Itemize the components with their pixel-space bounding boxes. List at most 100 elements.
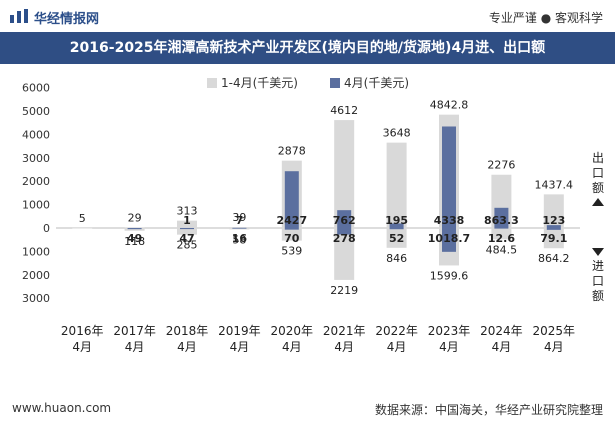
y-tick-label: 2000 bbox=[22, 269, 50, 282]
y-tick-label: 0 bbox=[43, 222, 50, 235]
import-month-bar bbox=[494, 228, 509, 229]
import-side-label-char: 额 bbox=[592, 289, 604, 303]
x-tick-label-line: 4月 bbox=[334, 340, 354, 354]
import-month-bar bbox=[546, 228, 561, 230]
export-ytd-label: 2276 bbox=[487, 159, 515, 172]
x-tick-label: 2023年 4月 bbox=[428, 324, 471, 354]
import-month-label: 52 bbox=[389, 232, 404, 245]
top-bar: 华经情报网 专业严谨 ● 客观科学 bbox=[0, 0, 615, 32]
import-month-bar bbox=[180, 228, 194, 230]
export-month-bar bbox=[337, 210, 352, 228]
brand-logo-icon bbox=[10, 9, 28, 23]
legend-label-ytd: 1-4月(千美元) bbox=[221, 76, 298, 90]
x-tick-label-line: 2017年 bbox=[113, 324, 156, 338]
import-ytd-bar bbox=[334, 228, 355, 280]
import-month-bar bbox=[442, 228, 456, 252]
x-tick-label: 2021年 4月 bbox=[323, 324, 366, 354]
y-tick-label: 4000 bbox=[22, 128, 50, 141]
export-month-label: 863.3 bbox=[484, 214, 519, 227]
legend-label-month: 4月(千美元) bbox=[344, 76, 409, 90]
y-tick-label: 3000 bbox=[22, 292, 50, 305]
export-month-label: 4338 bbox=[434, 214, 465, 227]
legend-swatch-month bbox=[330, 78, 340, 88]
export-month-bar bbox=[546, 225, 561, 228]
import-month-label: 16 bbox=[232, 232, 248, 245]
export-ytd-label: 1437.4 bbox=[535, 178, 574, 191]
export-ytd-label: 2878 bbox=[278, 145, 306, 158]
import-ytd-label: 285 bbox=[177, 239, 198, 252]
x-tick-label-line: 2019年 bbox=[218, 324, 261, 338]
import-month-bar bbox=[232, 228, 247, 229]
export-month-bar bbox=[389, 223, 404, 228]
x-tick-label-line: 4月 bbox=[230, 340, 250, 354]
footer: www.huaon.com 数据来源：中国海关，华经产业研究院整理 bbox=[0, 393, 615, 427]
import-ytd-label: 1599.6 bbox=[430, 269, 469, 282]
export-ytd-label: 5 bbox=[79, 212, 86, 225]
import-ytd-label: 2219 bbox=[330, 284, 358, 297]
bars bbox=[72, 114, 564, 280]
import-side-label-char: 口 bbox=[592, 274, 604, 288]
x-tick-label: 2022年 4月 bbox=[375, 324, 418, 354]
import-month-label: 79.1 bbox=[540, 232, 567, 245]
import-side-label-char: 进 bbox=[592, 259, 604, 273]
brand-name: 华经情报网 bbox=[34, 12, 100, 27]
export-month-label: 2427 bbox=[276, 214, 307, 227]
x-tick-label-line: 4月 bbox=[282, 340, 302, 354]
import-month-bar bbox=[389, 228, 404, 230]
import-ytd-bar bbox=[543, 228, 564, 249]
export-month-label: 762 bbox=[333, 214, 356, 227]
y-axis: 6000 5000 4000 3000 2000 1000 0 1000 2000 3000 bbox=[22, 82, 580, 305]
export-side-label: 出口额 bbox=[592, 151, 604, 195]
export-side-label-char: 额 bbox=[592, 181, 604, 195]
export-month-label: 7 bbox=[236, 214, 244, 227]
chart-title: 2016-2025年湘潭高新技术产业开发区(境内目的地/货源地)4月进、出口额 bbox=[69, 40, 546, 56]
chart: 1-4月(千美元) 4月(千美元) 6000 5000 4000 3000 2000 100… bbox=[22, 76, 604, 354]
x-tick-label-line: 4月 bbox=[492, 340, 512, 354]
x-tick-label-line: 2022年 bbox=[375, 324, 418, 338]
export-month-bar bbox=[284, 171, 299, 228]
export-ytd-bar bbox=[177, 220, 197, 228]
import-month-label: 70 bbox=[284, 232, 300, 245]
import-month-bar bbox=[284, 228, 299, 230]
export-ytd-label: 313 bbox=[177, 205, 198, 218]
x-tick-label-line: 4月 bbox=[125, 340, 145, 354]
x-tick-label-line: 2025年 bbox=[533, 324, 576, 338]
y-tick-label: 1000 bbox=[22, 245, 50, 258]
import-ytd-bar bbox=[177, 228, 197, 235]
slogan: 专业严谨 ● 客观科学 bbox=[488, 11, 603, 25]
import-month-bar bbox=[127, 228, 142, 230]
title-bar: 2016-2025年湘潭高新技术产业开发区(境内目的地/货源地)4月进、出口额 bbox=[0, 32, 615, 64]
x-tick-label-line: 2020年 bbox=[271, 324, 314, 338]
x-tick-label: 2017年 4月 bbox=[113, 324, 156, 354]
import-ytd-bar bbox=[386, 228, 407, 248]
export-side-label-char: 出 bbox=[592, 151, 604, 165]
y-tick-label: 1000 bbox=[22, 199, 50, 212]
export-ytd-label: 4842.8 bbox=[430, 99, 469, 112]
x-tick-label-line: 2021年 bbox=[323, 324, 366, 338]
x-tick-label-line: 2024年 bbox=[480, 324, 523, 338]
legend: 1-4月(千美元) 4月(千美元) bbox=[207, 76, 409, 90]
x-tick-label-line: 2018年 bbox=[166, 324, 209, 338]
export-ytd-bar bbox=[386, 142, 407, 228]
y-tick-label: 2000 bbox=[22, 175, 50, 188]
x-tick-label: 2025年 4月 bbox=[533, 324, 576, 354]
import-ytd-bar bbox=[229, 228, 250, 230]
x-tick-label-line: 4月 bbox=[72, 340, 92, 354]
import-month-bar bbox=[337, 228, 352, 235]
import-ytd-label: 58 bbox=[232, 233, 246, 246]
x-tick-label-line: 4月 bbox=[544, 340, 564, 354]
export-ytd-label: 3648 bbox=[383, 127, 411, 140]
import-ytd-bar bbox=[124, 228, 145, 231]
export-month-bar bbox=[494, 207, 509, 228]
export-ytd-bar bbox=[124, 227, 145, 228]
import-ytd-label: 846 bbox=[386, 252, 407, 265]
import-ytd-bar bbox=[281, 228, 302, 241]
footer-website: www.huaon.com bbox=[12, 401, 112, 415]
import-side-label: 进口额 bbox=[592, 259, 604, 303]
x-tick-label-line: 4月 bbox=[439, 340, 459, 354]
x-tick-label: 2019年 4月 bbox=[218, 324, 261, 354]
legend-swatch-ytd bbox=[207, 78, 217, 88]
